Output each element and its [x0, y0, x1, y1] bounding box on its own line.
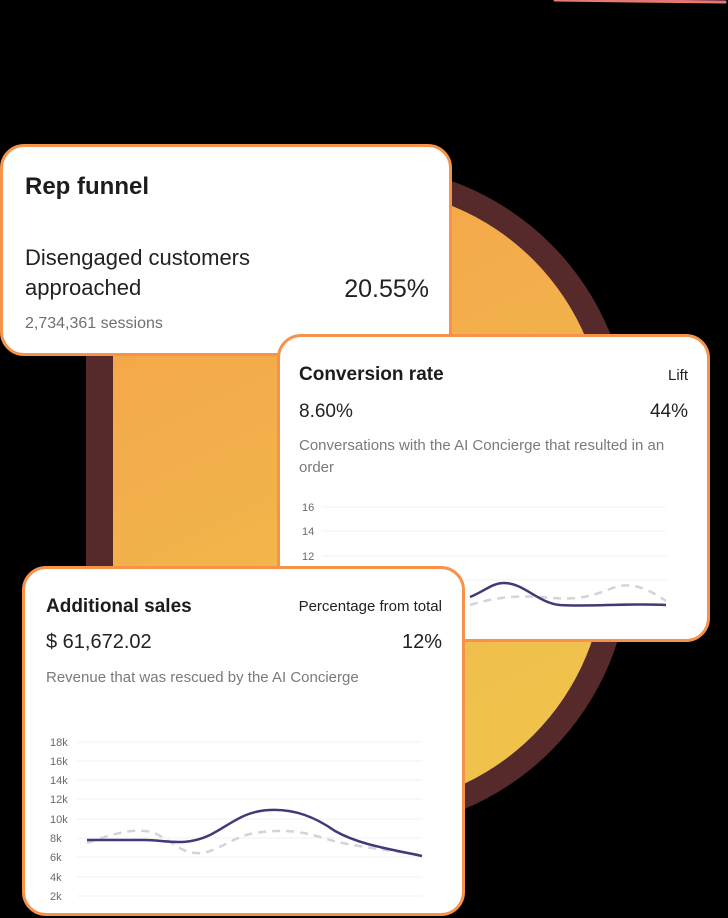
conversion-rate-description: Conversations with the AI Concierge that… — [299, 437, 665, 476]
y-tick: 16k — [50, 756, 68, 768]
y-tick: 2k — [50, 891, 62, 903]
y-tick: 4k — [50, 872, 62, 884]
conversion-rate-title: Conversion rate — [299, 364, 444, 385]
additional-sales-card: Additional sales Percentage from total $… — [22, 566, 465, 916]
disengaged-customers-value: 20.55% — [344, 275, 429, 303]
additional-sales-chart: 18k 16k 14k 12k 10k 8k 6k 4k 2k — [50, 737, 423, 903]
y-tick: 12 — [302, 551, 314, 563]
lift-value: 44% — [649, 401, 688, 422]
chart-gridlines — [77, 741, 422, 897]
y-tick: 10k — [50, 814, 68, 826]
series-primary-line — [469, 581, 667, 607]
series-comparison-line — [86, 829, 423, 857]
y-tick: 12k — [50, 794, 68, 806]
y-tick: 16 — [302, 502, 314, 514]
percentage-from-total-value: 12% — [401, 631, 442, 653]
y-tick: 6k — [50, 852, 62, 864]
y-tick: 8k — [50, 833, 62, 845]
series-comparison-line — [469, 584, 667, 607]
additional-sales-description: Revenue that was rescued by the AI Conci… — [46, 669, 359, 686]
rep-funnel-card: Rep funnel Disengaged customers approach… — [0, 144, 452, 356]
sessions-count: 2,734,361 sessions — [25, 315, 163, 332]
y-tick: 14k — [50, 775, 68, 787]
y-tick: 18k — [50, 737, 68, 749]
lift-label: Lift — [667, 367, 688, 384]
conversion-rate-value: 8.60% — [299, 401, 353, 422]
additional-sales-value: $ 61,672.02 — [46, 631, 152, 653]
percentage-from-total-label: Percentage from total — [298, 598, 442, 615]
additional-sales-title: Additional sales — [46, 596, 192, 617]
y-tick: 14 — [302, 526, 314, 538]
rep-funnel-title: Rep funnel — [25, 173, 149, 200]
series-primary-line — [87, 808, 423, 858]
disengaged-customers-label: Disengaged customers approached — [25, 245, 251, 300]
accent-line — [553, 0, 727, 4]
